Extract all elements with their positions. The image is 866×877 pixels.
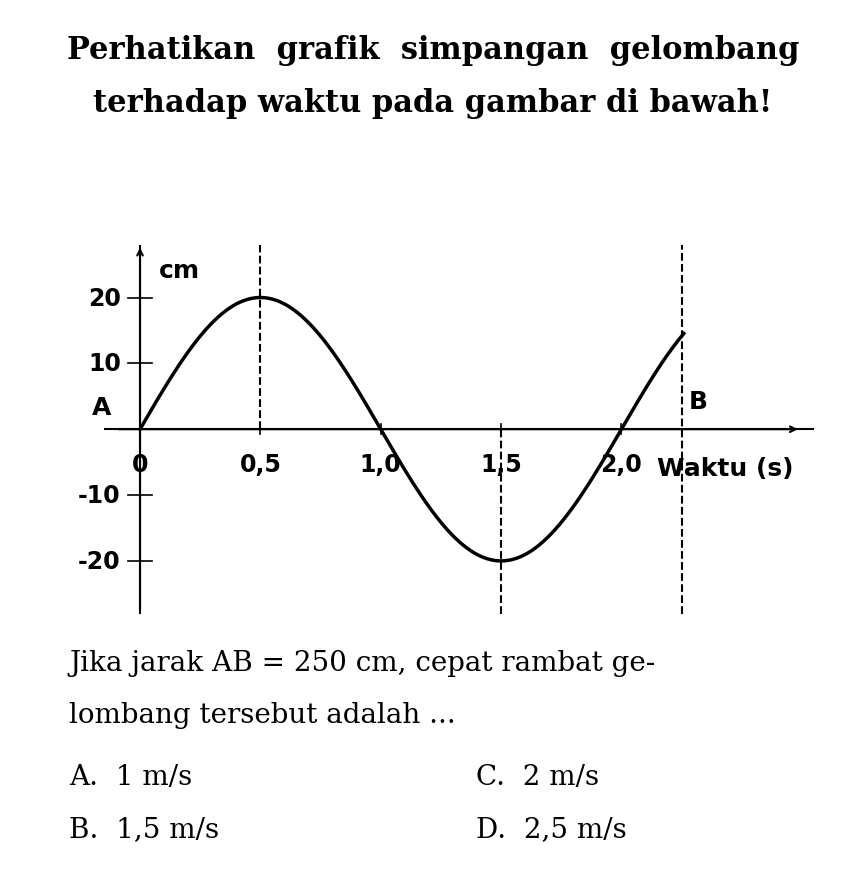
Text: 1,0: 1,0 [360, 453, 402, 477]
Text: D.  2,5 m/s: D. 2,5 m/s [476, 816, 627, 843]
Text: 10: 10 [87, 352, 120, 376]
Text: terhadap waktu pada gambar di bawah!: terhadap waktu pada gambar di bawah! [94, 88, 772, 118]
Text: Waktu (s): Waktu (s) [657, 456, 794, 480]
Text: 20: 20 [87, 286, 120, 310]
Text: 0: 0 [132, 453, 148, 477]
Text: lombang tersebut adalah ...: lombang tersebut adalah ... [69, 702, 456, 729]
Text: -10: -10 [78, 483, 120, 508]
Text: A: A [92, 396, 111, 420]
Text: cm: cm [159, 259, 200, 282]
Text: -20: -20 [78, 549, 120, 574]
Text: B.  1,5 m/s: B. 1,5 m/s [69, 816, 219, 843]
Text: Perhatikan  grafik  simpangan  gelombang: Perhatikan grafik simpangan gelombang [67, 35, 799, 66]
Text: C.  2 m/s: C. 2 m/s [476, 763, 599, 790]
Text: 2,0: 2,0 [601, 453, 643, 477]
Text: 0,5: 0,5 [240, 453, 281, 477]
Text: Jika jarak AB = 250 cm, cepat rambat ge-: Jika jarak AB = 250 cm, cepat rambat ge- [69, 649, 656, 676]
Text: A.  1 m/s: A. 1 m/s [69, 763, 192, 790]
Text: B: B [688, 389, 708, 413]
Text: 1,5: 1,5 [481, 453, 522, 477]
